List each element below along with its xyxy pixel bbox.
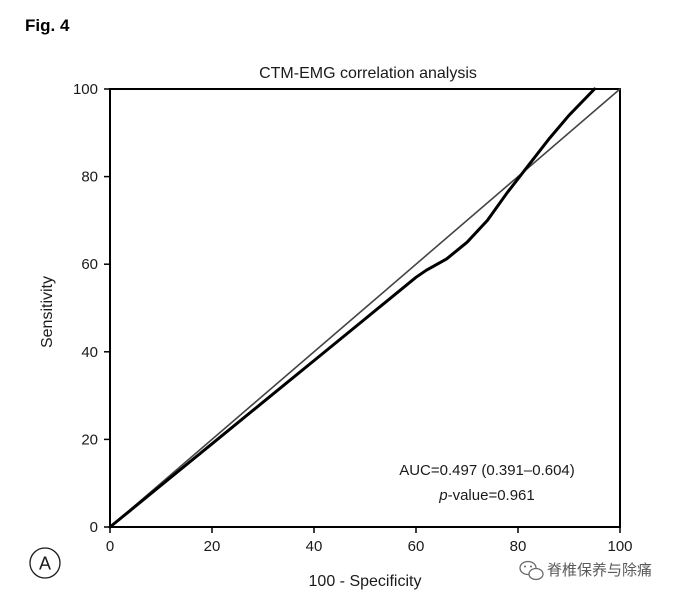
x-tick-label: 100 bbox=[607, 538, 632, 555]
y-tick-label: 100 bbox=[73, 81, 98, 98]
reference-line bbox=[109, 88, 621, 528]
x-tick-label: 40 bbox=[306, 538, 323, 555]
p-value-text: -value=0.961 bbox=[448, 487, 535, 504]
x-tick-label: 20 bbox=[204, 538, 221, 555]
x-tick-label: 80 bbox=[510, 538, 527, 555]
plot-frame bbox=[109, 88, 621, 528]
x-tick-label: 60 bbox=[408, 538, 425, 555]
y-axis-title: Sensitivity bbox=[39, 276, 56, 348]
auc-annotation: AUC=0.497 (0.391–0.604) bbox=[399, 462, 575, 479]
x-axis-ticks: 0 20 40 60 80 100 bbox=[106, 527, 633, 555]
x-axis-title: 100 - Specificity bbox=[309, 573, 422, 590]
series-group bbox=[108, 87, 621, 529]
y-tick-label: 40 bbox=[81, 344, 98, 361]
chart-title: CTM-EMG correlation analysis bbox=[259, 65, 477, 82]
watermark-text: 脊椎保养与除痛 bbox=[547, 561, 652, 579]
y-tick-label: 20 bbox=[81, 431, 98, 448]
x-tick-label: 0 bbox=[106, 538, 114, 555]
y-axis-ticks: 0 20 40 60 80 100 bbox=[73, 81, 110, 536]
panel-letter-circle bbox=[29, 547, 61, 579]
panel-letter: A bbox=[39, 554, 51, 574]
y-tick-label: 0 bbox=[90, 519, 98, 536]
p-italic: p bbox=[438, 487, 447, 504]
figure-label: Fig. 4 bbox=[25, 16, 70, 35]
p-value-annotation: p-value=0.961 bbox=[438, 487, 535, 504]
y-tick-label: 60 bbox=[81, 256, 98, 273]
roc-curve bbox=[108, 87, 596, 529]
y-tick-label: 80 bbox=[81, 169, 98, 186]
wechat-icon bbox=[519, 560, 544, 581]
